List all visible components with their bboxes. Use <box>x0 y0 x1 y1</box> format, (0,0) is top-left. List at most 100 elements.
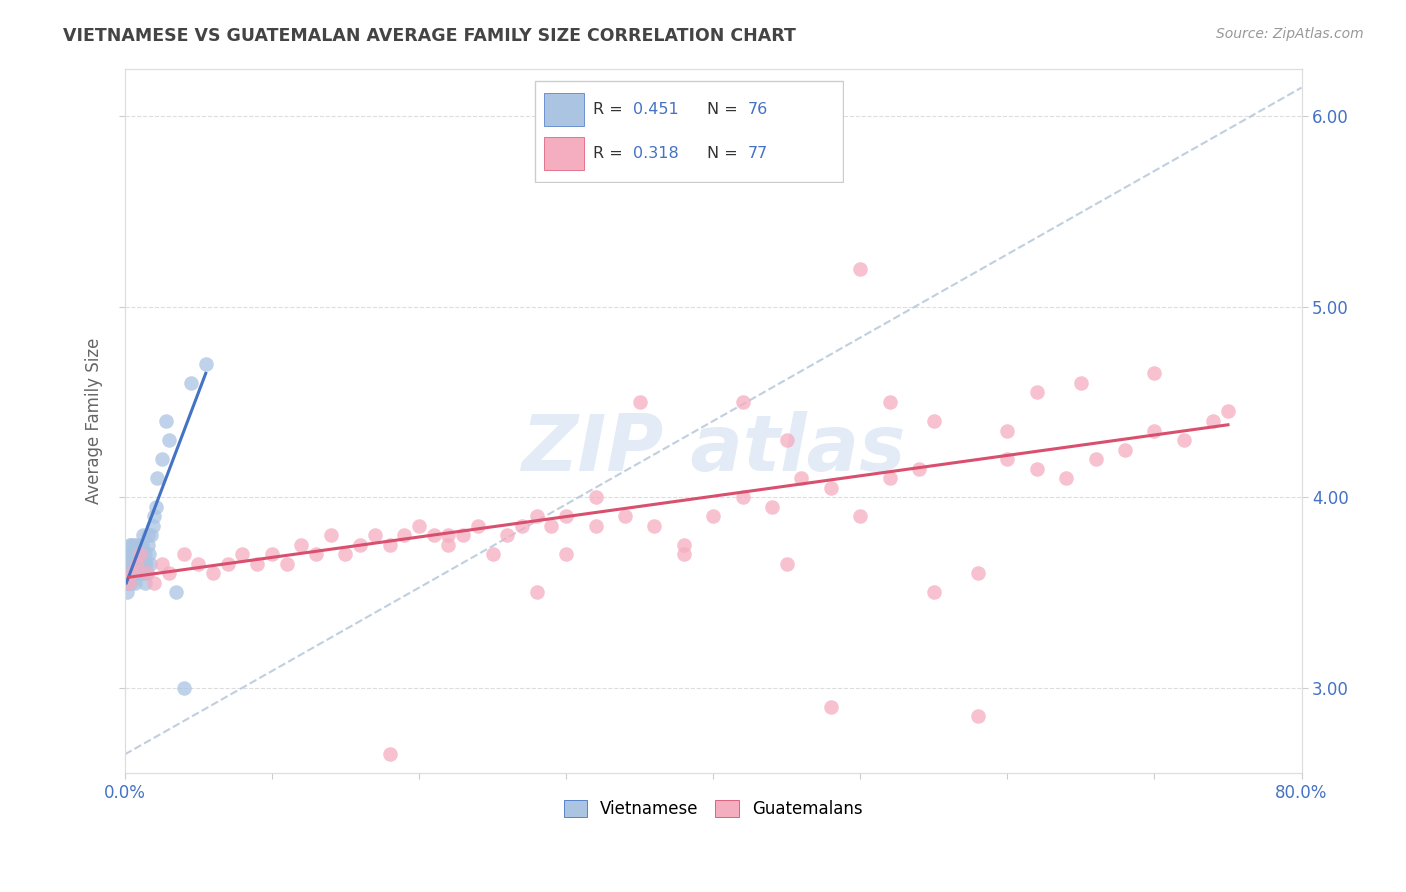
Point <box>117 566 139 581</box>
Point <box>139 557 162 571</box>
Point <box>187 557 209 571</box>
Point <box>135 566 157 581</box>
Point <box>849 261 872 276</box>
Point <box>731 395 754 409</box>
Point <box>124 566 146 581</box>
Point <box>555 547 578 561</box>
Point <box>922 585 945 599</box>
Point <box>120 575 142 590</box>
Point <box>120 557 142 571</box>
Point <box>776 557 799 571</box>
Point <box>879 471 901 485</box>
Point <box>378 538 401 552</box>
Point <box>672 538 695 552</box>
Point <box>879 395 901 409</box>
Point <box>155 414 177 428</box>
Point <box>672 547 695 561</box>
Point <box>128 557 150 571</box>
Point <box>1025 461 1047 475</box>
Point <box>129 547 152 561</box>
Text: N =: N = <box>707 103 744 117</box>
Point <box>995 452 1018 467</box>
Text: R =: R = <box>593 103 628 117</box>
Point <box>180 376 202 390</box>
Point <box>908 461 931 475</box>
Point <box>165 585 187 599</box>
Point <box>143 575 166 590</box>
Point <box>146 471 169 485</box>
Point <box>967 709 990 723</box>
Point <box>145 500 167 514</box>
Point <box>150 452 173 467</box>
Point <box>260 547 283 561</box>
Legend: Vietnamese, Guatemalans: Vietnamese, Guatemalans <box>557 794 869 825</box>
Point <box>132 557 155 571</box>
Point <box>437 528 460 542</box>
Point <box>135 557 157 571</box>
Text: VIETNAMESE VS GUATEMALAN AVERAGE FAMILY SIZE CORRELATION CHART: VIETNAMESE VS GUATEMALAN AVERAGE FAMILY … <box>63 27 796 45</box>
Point <box>995 424 1018 438</box>
Point <box>128 566 150 581</box>
Point <box>128 547 150 561</box>
Point <box>115 566 138 581</box>
Point <box>127 547 149 561</box>
Point <box>120 538 142 552</box>
Point <box>613 509 636 524</box>
Point <box>922 414 945 428</box>
Point <box>131 538 153 552</box>
Text: Source: ZipAtlas.com: Source: ZipAtlas.com <box>1216 27 1364 41</box>
Point <box>510 518 533 533</box>
FancyBboxPatch shape <box>544 136 583 170</box>
Y-axis label: Average Family Size: Average Family Size <box>86 338 103 504</box>
Point <box>117 547 139 561</box>
Point <box>378 747 401 762</box>
Point <box>127 557 149 571</box>
Point <box>128 547 150 561</box>
Point <box>422 528 444 542</box>
Point <box>125 538 148 552</box>
Point <box>118 547 141 561</box>
Point <box>117 575 139 590</box>
Point <box>1143 367 1166 381</box>
Point <box>128 557 150 571</box>
Point <box>555 509 578 524</box>
Point <box>231 547 253 561</box>
Point <box>125 547 148 561</box>
Point <box>790 471 813 485</box>
Point <box>120 547 142 561</box>
Point <box>134 575 156 590</box>
Point <box>129 557 152 571</box>
Point <box>157 566 180 581</box>
Point <box>820 699 842 714</box>
Point <box>481 547 503 561</box>
Point <box>127 566 149 581</box>
Point <box>540 518 562 533</box>
Point <box>124 557 146 571</box>
Point <box>118 575 141 590</box>
Point <box>217 557 239 571</box>
Point <box>143 509 166 524</box>
Text: N =: N = <box>707 146 744 161</box>
Point <box>150 557 173 571</box>
Point <box>122 566 145 581</box>
Point <box>117 557 139 571</box>
Point <box>132 566 155 581</box>
Point <box>585 490 607 504</box>
Text: 0.318: 0.318 <box>633 146 679 161</box>
Point <box>585 518 607 533</box>
Point <box>394 528 416 542</box>
Point <box>136 538 159 552</box>
Point <box>124 575 146 590</box>
Text: 0.451: 0.451 <box>633 103 679 117</box>
Point <box>124 547 146 561</box>
Point <box>1173 433 1195 447</box>
Point <box>702 509 724 524</box>
Point <box>194 357 217 371</box>
Point <box>1070 376 1092 390</box>
Point <box>628 395 651 409</box>
Point <box>364 528 387 542</box>
Point <box>335 547 357 561</box>
Point <box>849 509 872 524</box>
Point <box>131 547 153 561</box>
Point <box>173 547 195 561</box>
